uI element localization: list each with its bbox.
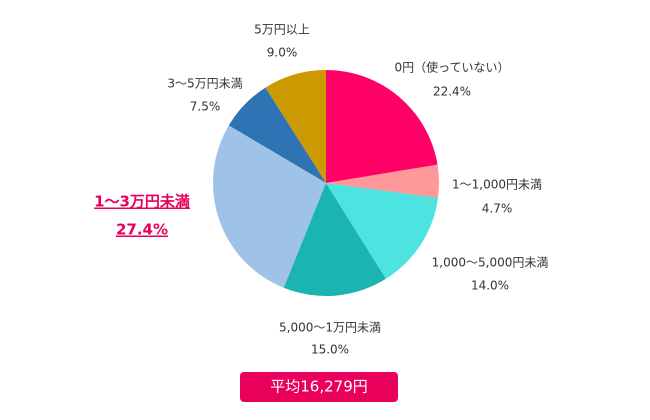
slice-label: 5万円以上 <box>254 23 310 37</box>
pie-slice <box>265 70 326 183</box>
pie-slice <box>283 183 386 296</box>
pie-slice <box>326 70 438 183</box>
slice-value: 14.0% <box>471 279 509 293</box>
slice-value: 7.5% <box>190 100 221 114</box>
annotation-box <box>240 372 398 402</box>
pie-slice <box>213 125 326 288</box>
annotation: 平均16,279円 <box>270 378 368 396</box>
pie-slice <box>326 164 439 198</box>
slice-label: 3〜5万円未満 <box>167 77 242 91</box>
slice-label: 1,000〜5,000円未満 <box>432 256 549 270</box>
pie-slice <box>228 87 326 183</box>
slice-label: 5,000〜1万円未満 <box>279 321 381 335</box>
slice-label: 1〜1,000円未満 <box>452 178 542 192</box>
slice-value: 9.0% <box>267 46 298 60</box>
slice-label: 0円（使っていない） <box>394 60 509 75</box>
slice-value: 22.4% <box>433 85 471 99</box>
slice-value: 4.7% <box>482 202 513 216</box>
slice-value: 27.4% <box>116 221 168 239</box>
slice-label: 1〜3万円未満 <box>94 193 190 211</box>
slice-value: 15.0% <box>311 343 349 357</box>
pie-slice <box>326 183 439 279</box>
